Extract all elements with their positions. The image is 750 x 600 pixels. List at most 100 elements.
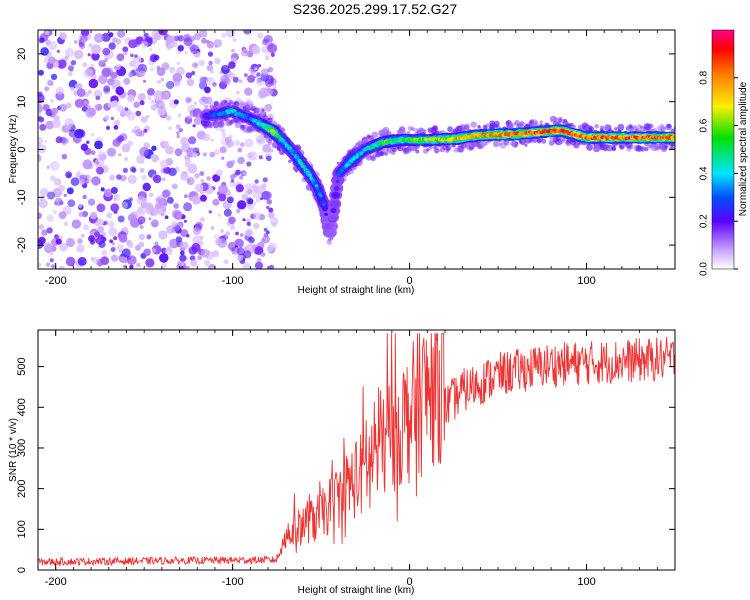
ridge-halo — [384, 152, 388, 156]
noise-blob — [98, 240, 106, 248]
noise-blob — [65, 237, 75, 248]
noise-blob — [231, 247, 236, 252]
noise-blob — [204, 96, 213, 105]
noise-blob — [205, 76, 215, 86]
noise-blob — [74, 83, 81, 89]
noise-blob — [111, 86, 115, 90]
noise-blob — [225, 231, 231, 236]
noise-blob — [77, 171, 81, 175]
noise-blob — [237, 247, 245, 256]
ridge-halo — [253, 107, 260, 114]
ridge-core — [314, 184, 319, 188]
noise-blob — [66, 187, 74, 195]
noise-blob — [148, 217, 152, 221]
noise-blob — [63, 221, 69, 227]
noise-blob — [256, 258, 262, 263]
noise-blob — [262, 187, 267, 191]
noise-blob — [44, 30, 50, 35]
ridge-halo — [640, 125, 644, 129]
ridge-halo — [611, 146, 616, 151]
ridge-halo — [483, 141, 488, 146]
noise-blob — [159, 159, 169, 169]
ridge-halo — [429, 146, 433, 150]
noise-blob — [223, 65, 229, 70]
ridge-halo — [640, 146, 646, 152]
spectrogram-x-label: Height of straight line (km) — [298, 285, 415, 296]
noise-blob — [38, 103, 44, 113]
noise-blob — [103, 220, 108, 226]
noise-blob — [137, 63, 148, 74]
ridge-core — [322, 202, 326, 206]
noise-blob — [82, 159, 93, 170]
spectrogram-x-tick-label: -200 — [45, 275, 67, 287]
noise-blob — [46, 227, 53, 234]
noise-blob — [50, 99, 54, 103]
noise-blob — [186, 78, 195, 87]
noise-blob — [70, 177, 80, 186]
noise-blob — [60, 32, 67, 40]
ridge-halo — [561, 138, 566, 142]
noise-blob — [93, 89, 103, 99]
noise-blob — [183, 37, 193, 46]
noise-blob — [260, 252, 266, 257]
noise-blob — [235, 231, 239, 236]
noise-blob — [266, 205, 270, 210]
noise-blob — [143, 128, 148, 133]
noise-blob — [108, 32, 114, 38]
ridge-halo — [600, 125, 605, 131]
noise-blob — [263, 227, 268, 232]
snr-axes: -200 -100 0 100 0 100 200 300 400 500 — [16, 330, 676, 588]
noise-blob — [136, 155, 145, 164]
colorbar-tick-label: 0.6 — [699, 118, 710, 132]
noise-blob — [65, 171, 73, 179]
noise-blob — [193, 101, 197, 105]
noise-blob — [247, 198, 254, 205]
noise-blob — [202, 152, 207, 157]
spectrogram-y-tick-label: 20 — [16, 48, 28, 60]
noise-blob — [108, 42, 116, 50]
ridge-core — [318, 194, 323, 198]
noise-blob — [139, 146, 149, 157]
noise-blob — [107, 101, 114, 108]
noise-blob — [166, 35, 175, 44]
noise-blob — [169, 66, 176, 74]
ridge-halo — [477, 124, 481, 128]
noise-blob — [198, 30, 208, 38]
colorbar-ticks: 0.0 0.2 0.4 0.6 0.8 — [699, 70, 738, 276]
noise-blob — [242, 171, 247, 176]
noise-blob — [63, 193, 67, 197]
noise-blob — [152, 219, 157, 224]
noise-blob — [58, 211, 67, 220]
noise-blob — [38, 224, 45, 230]
noise-blob — [227, 72, 236, 80]
noise-blob — [48, 41, 58, 51]
noise-blob — [156, 67, 166, 76]
colorbar-gradient — [711, 29, 735, 270]
noise-blob — [244, 138, 254, 148]
noise-blob — [46, 165, 50, 169]
noise-blob — [247, 203, 254, 210]
noise-blob — [146, 115, 150, 119]
noise-blob — [39, 37, 45, 43]
noise-blob — [54, 197, 63, 206]
noise-blob — [242, 262, 251, 269]
noise-blob — [137, 93, 146, 101]
noise-blob — [70, 60, 77, 66]
noise-blob — [158, 230, 168, 240]
ridge-halo — [379, 151, 385, 156]
noise-blob — [164, 215, 169, 219]
noise-blob — [166, 196, 174, 204]
noise-blob — [100, 256, 110, 266]
noise-blob — [123, 264, 127, 269]
noise-blob — [130, 53, 134, 58]
noise-blob — [138, 233, 145, 241]
noise-blob — [112, 100, 119, 107]
noise-blob — [237, 147, 243, 153]
noise-blob — [77, 256, 87, 266]
noise-blob — [156, 205, 167, 216]
ridge-halo — [415, 149, 420, 154]
noise-blob — [147, 95, 152, 101]
noise-blob — [117, 215, 125, 223]
noise-blob — [209, 266, 214, 269]
noise-blob — [49, 160, 60, 171]
